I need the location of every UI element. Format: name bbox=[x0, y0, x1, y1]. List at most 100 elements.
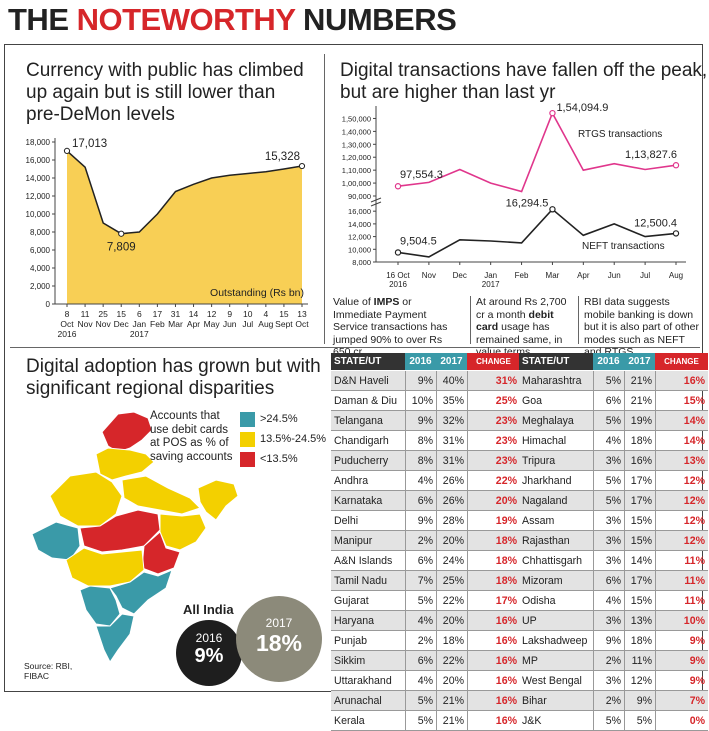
x-tick-label: 16 Oct bbox=[386, 271, 410, 280]
cell-2017: 26% bbox=[436, 491, 467, 511]
cell-state: J&K bbox=[519, 711, 593, 731]
cell-change: 11% bbox=[655, 551, 708, 571]
table-row: Maharashtra 5% 21% 16% bbox=[519, 371, 708, 391]
cell-state: Chhattisgarh bbox=[519, 551, 593, 571]
x-tick-label: Feb bbox=[150, 319, 165, 329]
cell-state: Sikkim bbox=[331, 651, 405, 671]
cell-2017: 24% bbox=[436, 551, 467, 571]
cell-2016: 9% bbox=[405, 511, 436, 531]
x-tick-label: 10 bbox=[243, 309, 253, 319]
cell-2016: 8% bbox=[405, 431, 436, 451]
x-tick-label: May bbox=[204, 319, 221, 329]
series-line bbox=[397, 208, 677, 258]
panel-divider-vertical bbox=[324, 54, 325, 344]
cell-state: Daman & Diu bbox=[331, 391, 405, 411]
legend-label: 13.5%-24.5% bbox=[260, 433, 327, 445]
bubble-year: 2016 bbox=[195, 631, 223, 645]
x-tick-label: 15 bbox=[116, 309, 126, 319]
cell-change: 16% bbox=[467, 691, 520, 711]
currency-area bbox=[67, 150, 302, 304]
cell-change: 19% bbox=[467, 511, 520, 531]
cell-2016: 5% bbox=[405, 691, 436, 711]
table-row: D&N Haveli 9% 40% 31% bbox=[331, 371, 520, 391]
cell-2016: 6% bbox=[593, 391, 624, 411]
cell-state: Tripura bbox=[519, 451, 593, 471]
table-row: Tripura 3% 16% 13% bbox=[519, 451, 708, 471]
table-row: Arunachal 5% 21% 16% bbox=[331, 691, 520, 711]
y-tick-label: 18,000 bbox=[26, 138, 51, 147]
digital-panel-title: Digital transactions have fallen off the… bbox=[340, 60, 707, 104]
table-row: Sikkim 6% 22% 16% bbox=[331, 651, 520, 671]
header-2016: 2016 bbox=[405, 353, 436, 371]
data-point bbox=[672, 162, 680, 169]
cell-change: 16% bbox=[467, 631, 520, 651]
y-tick-label: 1,30,000 bbox=[342, 140, 371, 149]
y-tick-label: 1,50,000 bbox=[342, 114, 371, 123]
table-row: UP 3% 13% 10% bbox=[519, 611, 708, 631]
mobile-banking-note: RBI data suggests mobile banking is down… bbox=[584, 296, 702, 359]
table-row: West Bengal 3% 12% 9% bbox=[519, 671, 708, 691]
x-tick-label: Jan bbox=[132, 319, 146, 329]
cell-2016: 6% bbox=[405, 551, 436, 571]
data-point bbox=[118, 230, 125, 237]
cell-2016: 3% bbox=[593, 451, 624, 471]
cell-2016: 5% bbox=[593, 491, 624, 511]
cell-state: Odisha bbox=[519, 591, 593, 611]
x-tick-label: 25 bbox=[98, 309, 108, 319]
table-header-row: STATE/UT 2016 2017 CHANGE bbox=[519, 353, 708, 371]
legend-label: >24.5% bbox=[260, 413, 298, 425]
cell-state: MP bbox=[519, 651, 593, 671]
table-row: Uttarakhand 4% 20% 16% bbox=[331, 671, 520, 691]
bubble-value: 9% bbox=[194, 645, 224, 667]
table-row: Odisha 4% 15% 11% bbox=[519, 591, 708, 611]
note-divider bbox=[578, 296, 579, 344]
cell-state: Lakshadweep bbox=[519, 631, 593, 651]
header-2017: 2017 bbox=[436, 353, 467, 371]
data-point bbox=[672, 230, 680, 237]
cell-state: Tamil Nadu bbox=[331, 571, 405, 591]
axis-break bbox=[370, 201, 382, 207]
x-tick-label: Nov bbox=[422, 271, 436, 280]
cell-2016: 4% bbox=[593, 431, 624, 451]
cell-2017: 21% bbox=[436, 711, 467, 731]
digital-title-line: Digital transactions have fallen off the… bbox=[340, 60, 708, 81]
x-tick-label: Dec bbox=[453, 271, 467, 280]
map-region-south bbox=[95, 613, 135, 663]
x-tick-label: Nov bbox=[78, 319, 94, 329]
y-tick-label: 1,20,000 bbox=[342, 153, 371, 162]
data-label: 15,328 bbox=[265, 151, 300, 163]
table-row: Nagaland 5% 17% 12% bbox=[519, 491, 708, 511]
x-tick-label: 2017 bbox=[482, 280, 500, 289]
series-label: RTGS transactions bbox=[578, 129, 662, 140]
y-tick-label: 12,000 bbox=[26, 192, 51, 201]
x-tick-label: Feb bbox=[515, 271, 529, 280]
states-table-right: STATE/UT 2016 2017 CHANGE Maharashtra 5% 2… bbox=[519, 353, 708, 731]
cell-2016: 5% bbox=[593, 471, 624, 491]
cell-2017: 12% bbox=[624, 671, 655, 691]
x-tick-label: Apr bbox=[187, 319, 200, 329]
cell-change: 11% bbox=[655, 591, 708, 611]
cell-state: Andhra bbox=[331, 471, 405, 491]
cell-change: 13% bbox=[655, 451, 708, 471]
y-tick-label: 14,000 bbox=[26, 174, 51, 183]
x-tick-label: 2016 bbox=[389, 280, 407, 289]
currency-title-line: up again but is still lower than bbox=[26, 82, 276, 103]
digital-title-line: but are higher than last yr bbox=[340, 82, 556, 103]
cell-change: 16% bbox=[467, 711, 520, 731]
cell-state: UP bbox=[519, 611, 593, 631]
bubble-year: 2017 bbox=[265, 616, 293, 630]
digital-chart: 90,000 1,00,000 1,10,000 1,20,000 1,30,000 1,… bbox=[342, 102, 686, 289]
cell-2016: 3% bbox=[593, 671, 624, 691]
cell-2017: 28% bbox=[436, 511, 467, 531]
cell-2016: 6% bbox=[405, 651, 436, 671]
cell-2016: 2% bbox=[593, 651, 624, 671]
india-map bbox=[31, 411, 239, 663]
data-point bbox=[394, 183, 402, 190]
cell-2017: 15% bbox=[624, 591, 655, 611]
cell-2017: 15% bbox=[624, 511, 655, 531]
cell-state: Bihar bbox=[519, 691, 593, 711]
y-tick-label: 16,000 bbox=[348, 207, 371, 216]
cell-change: 11% bbox=[655, 571, 708, 591]
adoption-panel-title: Digital adoption has grown but with sign… bbox=[26, 356, 321, 400]
header-state: STATE/UT bbox=[331, 353, 405, 371]
